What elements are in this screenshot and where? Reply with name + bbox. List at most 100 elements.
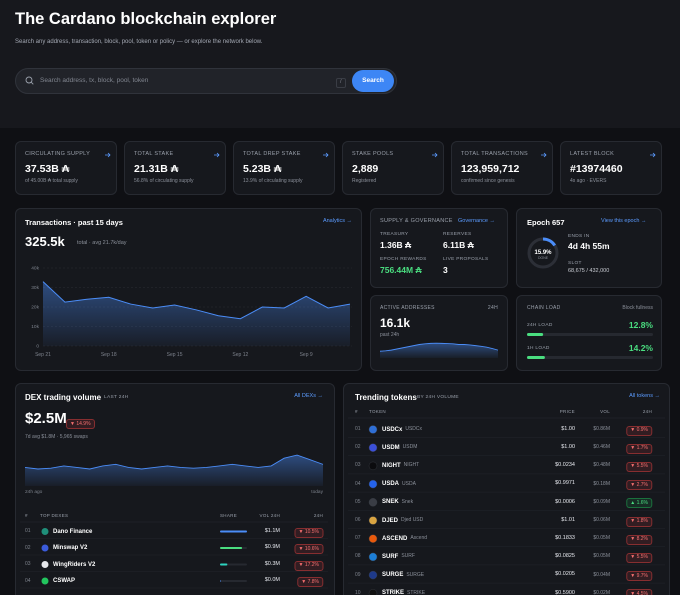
- change-badge: ▼ 1.7%: [626, 443, 652, 454]
- dex-link[interactable]: All DEXs →: [294, 393, 323, 399]
- token-price: $1.00: [561, 425, 575, 432]
- token-price: $0.9971: [555, 480, 575, 487]
- active-value: 16.1k: [380, 316, 411, 330]
- stat-value: 5.23B ₳: [243, 163, 282, 175]
- item-value: 3: [443, 265, 448, 275]
- stat-value: 2,889: [352, 163, 379, 175]
- column-header: TOP DEXES: [40, 513, 69, 518]
- supply-panel: [370, 208, 508, 288]
- stat-card: [233, 141, 335, 195]
- token-volume: $0.09M: [593, 498, 610, 505]
- change-badge: ▼ 0.9%: [626, 425, 652, 436]
- stat-card: [15, 141, 117, 195]
- total-note: total · avg 21.7k/day: [77, 240, 127, 246]
- stat-sub: Registered: [352, 178, 377, 184]
- governance-link[interactable]: Governance →: [458, 218, 495, 224]
- token-price: $0.0006: [555, 498, 575, 505]
- search-box[interactable]: [15, 68, 397, 94]
- change-badge: ▼ 5.5%: [626, 461, 652, 472]
- chart-title: Transactions · past 15 days: [25, 218, 123, 227]
- change-badge: ▼ 14.9%: [66, 419, 95, 429]
- load-value: 12.8%: [628, 320, 653, 330]
- epoch-link[interactable]: View this epoch →: [601, 218, 647, 224]
- token-symbol: USDCx: [382, 426, 403, 433]
- token-volume: $0.05M: [593, 535, 610, 542]
- stat-label: STAKE POOLS: [352, 151, 394, 157]
- row-rank: 02: [355, 444, 361, 451]
- stat-label: TOTAL DREP STAKE: [243, 151, 301, 157]
- transactions-panel: [15, 208, 362, 371]
- stat-label: CIRCULATING SUPPLY: [25, 151, 91, 157]
- item-value: 6.11B ₳: [443, 240, 474, 250]
- stat-sub: 13.9% of circulating supply: [243, 178, 303, 184]
- dex-name: Dano Finance: [53, 528, 93, 535]
- token-volume: $0.86M: [593, 426, 610, 432]
- token-volume: $0.02M: [593, 589, 610, 595]
- token-price: $0.1833: [555, 534, 575, 541]
- item-value: 1.36B ₳: [380, 240, 412, 250]
- stat-card: [451, 141, 553, 195]
- item-value: 756.44M ₳: [380, 265, 422, 275]
- change-badge: ▼ 17.2%: [294, 560, 323, 571]
- token-price: $1.00: [561, 443, 575, 450]
- dex-volume: $0.3M: [264, 560, 280, 567]
- stat-card: [124, 141, 226, 195]
- load-label: 24H LOAD: [527, 322, 553, 328]
- page-title: The Cardano blockchain explorer: [15, 10, 277, 28]
- row-rank: 07: [355, 535, 361, 542]
- section-tag: 24H: [487, 305, 498, 311]
- token-symbol: SURF: [382, 553, 399, 560]
- tokens-title: Trending tokens: [355, 393, 417, 402]
- item-label: LIVE PROPOSALS: [443, 257, 489, 262]
- token-symbol: SNEK: [382, 499, 399, 506]
- row-rank: 01: [355, 426, 361, 432]
- token-name: SURF: [401, 553, 415, 560]
- tokens-link[interactable]: All tokens →: [629, 393, 660, 399]
- column-header: VOL: [600, 409, 610, 414]
- stat-label: LATEST BLOCK: [570, 151, 615, 157]
- row-rank: 09: [355, 571, 361, 578]
- token-volume: $0.04M: [593, 571, 610, 578]
- change-badge: ▼ 10.6%: [294, 544, 323, 554]
- token-price: $1.01: [561, 516, 575, 523]
- column-header: #: [355, 409, 358, 414]
- epoch-title: Epoch 657: [527, 218, 565, 227]
- item-label: EPOCH REWARDS: [380, 257, 427, 262]
- row-rank: 02: [25, 544, 31, 551]
- search-button[interactable]: Search: [352, 70, 394, 92]
- column-header: #: [25, 513, 28, 518]
- token-name: NIGHT: [403, 462, 420, 469]
- row-rank: 04: [355, 480, 361, 487]
- stat-value: 37.53B ₳: [25, 163, 70, 175]
- token-name: USDM: [402, 444, 418, 451]
- row-rank: 10: [355, 589, 361, 595]
- section-label: CHAIN LOAD: [527, 305, 561, 311]
- section-label: SUPPLY & GOVERNANCE: [380, 218, 453, 224]
- load-value: 14.2%: [628, 343, 653, 353]
- row-rank: 03: [355, 462, 361, 469]
- token-name: USDA: [402, 480, 416, 487]
- token-price: $0.0825: [555, 553, 575, 560]
- token-price: $0.0205: [555, 571, 575, 578]
- dex-name: Minswap V2: [53, 545, 88, 551]
- change-badge: ▼ 9.7%: [626, 571, 652, 582]
- item-label: TREASURY: [380, 232, 409, 237]
- analytics-link[interactable]: Analytics →: [322, 218, 352, 224]
- token-symbol: NIGHT: [382, 462, 401, 469]
- section-note: Block fullness: [622, 305, 653, 311]
- stat-value: 123,959,712: [461, 163, 520, 175]
- token-symbol: STRIKE: [382, 590, 405, 595]
- dex-note: 7d avg $1.8M · 5,965 swaps: [25, 434, 88, 440]
- dex-name: WingRiders V2: [53, 561, 96, 568]
- dex-name: CSWAP: [53, 578, 76, 584]
- row-rank: 08: [355, 553, 361, 560]
- token-name: STRIKE: [407, 589, 426, 595]
- token-volume: $0.18M: [593, 480, 610, 487]
- token-name: SURGE: [406, 571, 425, 578]
- dex-volume: $0.9M: [264, 544, 280, 551]
- token-name: USDCx: [405, 426, 423, 432]
- slot-value: 68,675 / 432,000: [568, 267, 610, 274]
- row-rank: 01: [25, 528, 31, 534]
- ends-label: ENDS IN: [568, 234, 590, 239]
- stat-sub: 4s ago · EVERS: [570, 178, 607, 184]
